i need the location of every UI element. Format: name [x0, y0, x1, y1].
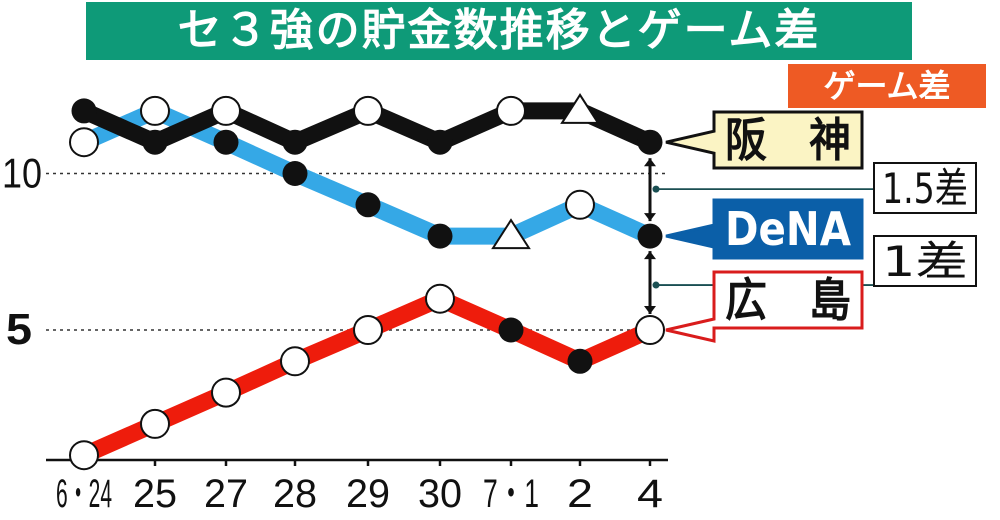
data-point-filled	[427, 223, 453, 249]
diff-label-1: 1差	[882, 237, 968, 286]
y-tick-label: 10	[2, 150, 42, 197]
diff-label-1-5: 1.5差	[882, 164, 968, 213]
data-point-filled	[637, 129, 663, 155]
data-point-filled	[71, 98, 97, 124]
data-point-open	[211, 377, 241, 408]
series-lines	[69, 93, 665, 471]
team-label-hiroshima-box	[665, 270, 864, 343]
arrow-head	[644, 306, 656, 314]
data-point-filled	[355, 192, 381, 218]
team-label-hiroshima: 広 島	[665, 270, 864, 343]
data-point-open	[69, 127, 99, 158]
team-labels: 阪 神 DeNA 広 島	[665, 110, 864, 343]
data-point-filled	[282, 129, 308, 155]
diff-label-1-box	[873, 235, 977, 287]
arrow-head	[644, 158, 656, 167]
x-tick-label: 27	[204, 472, 248, 516]
data-point-open	[211, 95, 241, 126]
x-tick-label: 28	[273, 472, 317, 516]
x-tick-label: 29	[346, 472, 390, 516]
team-label-dena: DeNA	[665, 198, 864, 260]
arrow-head	[644, 251, 656, 260]
x-tick-label: 7・1	[483, 472, 539, 516]
x-tick-label: 6・24	[56, 472, 112, 516]
x-tick-label: 4	[637, 472, 663, 516]
data-point-triangle	[491, 218, 531, 250]
data-point-filled	[282, 161, 308, 186]
x-tick-label: 25	[133, 472, 177, 516]
grid: 10 5	[2, 150, 668, 354]
x-tick-label: 2	[567, 472, 593, 516]
y-tick-label: 5	[6, 305, 32, 354]
game-diff-badge-label: ゲーム差	[823, 67, 951, 105]
data-point-open	[425, 283, 455, 314]
data-point-filled	[213, 129, 239, 155]
data-point-filled	[498, 317, 524, 343]
game-diff-markers: 1.5差 1差	[644, 158, 977, 314]
diff-connector-dot	[652, 281, 660, 289]
diff-arrow-hanshin-dena	[644, 158, 656, 222]
diff-connector-dot	[652, 185, 660, 193]
data-point-filled	[142, 129, 168, 155]
team-label-hanshin-text: 阪 神	[725, 113, 851, 167]
data-point-open	[565, 189, 595, 220]
data-point-filled	[427, 129, 453, 155]
data-point-open	[353, 95, 383, 126]
x-axis: 6・24 25 27 28 29 30 7・1 2 4	[46, 458, 668, 516]
arrow-head	[644, 213, 656, 222]
data-point-open	[353, 315, 383, 345]
diff-arrow-dena-hiroshima	[644, 251, 656, 314]
data-point-open	[140, 95, 170, 126]
chart-title: セ３強の貯金数推移とゲーム差	[177, 5, 821, 56]
title-banner	[86, 2, 912, 60]
data-point-filled	[637, 223, 663, 249]
team-label-hanshin: 阪 神	[665, 110, 864, 170]
data-point-triangle	[560, 93, 600, 124]
x-tick-label: 30	[418, 472, 462, 516]
diff-label-1-5-box	[873, 162, 977, 214]
data-point-open	[69, 440, 99, 471]
team-label-hiroshima-text: 広 島	[725, 273, 851, 327]
data-point-open	[635, 315, 665, 345]
data-point-open	[496, 95, 526, 126]
data-point-open	[280, 346, 310, 377]
data-point-filled	[567, 348, 593, 374]
team-label-dena-text: DeNA	[725, 202, 851, 256]
game-diff-badge	[788, 64, 986, 108]
data-point-open	[140, 408, 170, 439]
team-label-hanshin-box	[665, 110, 864, 170]
team-label-dena-box	[665, 198, 864, 260]
